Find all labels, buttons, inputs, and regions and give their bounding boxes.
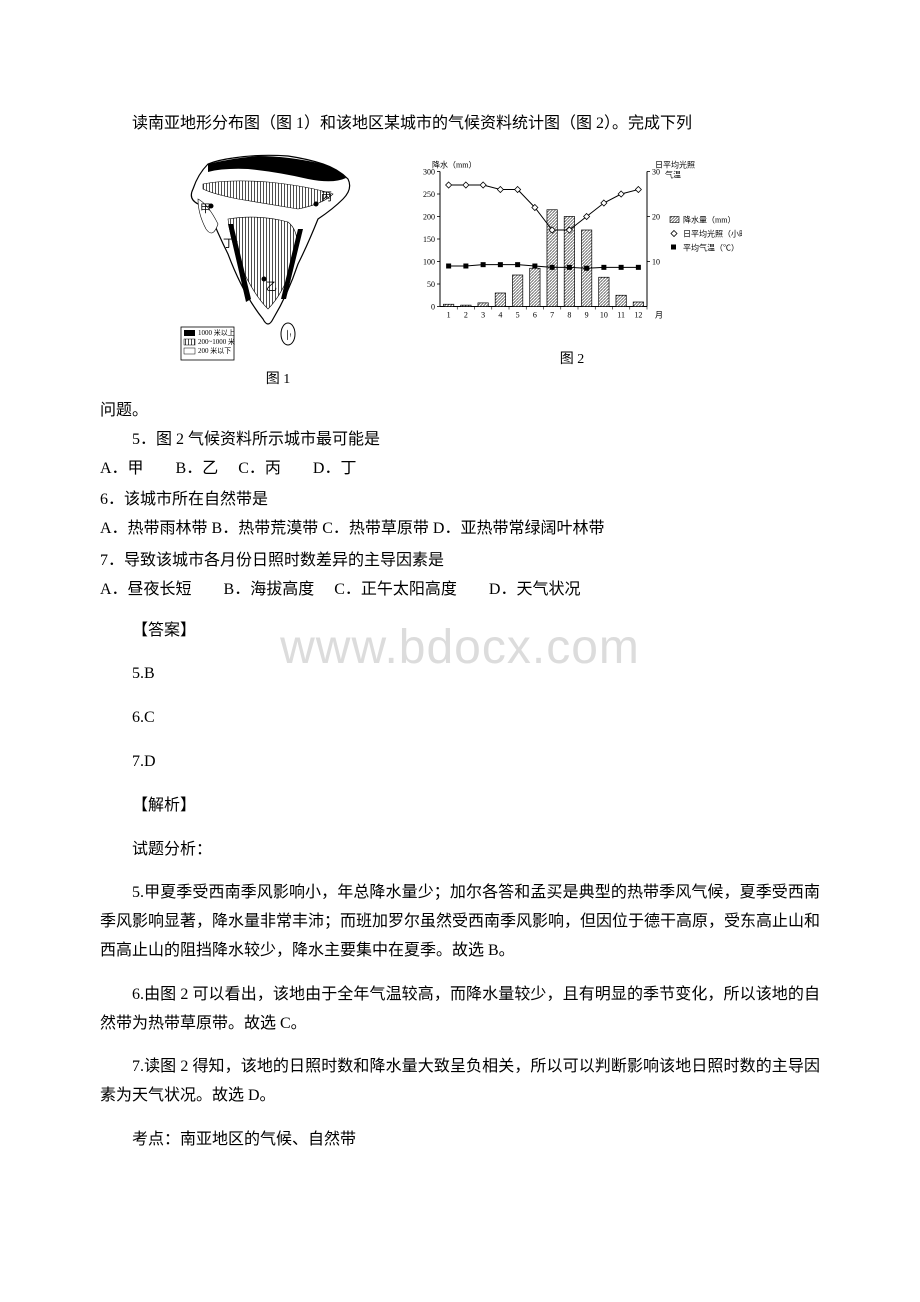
answer-7: 7.D: [100, 748, 820, 777]
svg-text:2: 2: [464, 310, 468, 319]
explanation-6: 6.由图 2 可以看出，该地由于全年气温较高，而降水量较少，且有明显的季节变化，…: [100, 981, 820, 1039]
svg-text:月: 月: [655, 310, 663, 319]
svg-text:6: 6: [533, 310, 537, 319]
figure-2-label: 图 2: [402, 347, 742, 372]
question-7: 7．导致该城市各月份日照时数差异的主导因素是 A．昼夜长短 B．海拔高度 C．正…: [100, 547, 820, 605]
svg-text:丁: 丁: [223, 238, 234, 250]
topic-line: 考点：南亚地区的气候、自然带: [100, 1126, 820, 1155]
svg-text:日平均光照: 日平均光照: [655, 159, 695, 169]
figure-1-map: 甲 丙 丁 乙 1000 米以上 200~1000 米 200 米以下: [178, 144, 378, 364]
explanation-header: 【解析】: [100, 792, 820, 821]
figure-2-chart: 050100150200250300降水（mm）102030日平均光照气温123…: [402, 149, 742, 344]
content: 读南亚地形分布图（图 1）和该地区某城市的气候资料统计图（图 2）。完成下列: [100, 110, 820, 1155]
svg-text:10: 10: [600, 310, 608, 319]
svg-text:10: 10: [652, 257, 660, 266]
svg-text:5: 5: [516, 310, 520, 319]
svg-text:甲: 甲: [200, 203, 211, 215]
intro-continuation: 问题。: [100, 397, 820, 426]
svg-text:250: 250: [423, 190, 435, 199]
svg-text:11: 11: [617, 310, 625, 319]
svg-text:7: 7: [550, 310, 554, 319]
svg-text:0: 0: [431, 302, 435, 311]
intro-paragraph: 读南亚地形分布图（图 1）和该地区某城市的气候资料统计图（图 2）。完成下列: [100, 110, 820, 139]
question-5: 5．图 2 气候资料所示城市最可能是 A．甲 B．乙 C．丙 D．丁: [100, 426, 820, 484]
svg-text:降水（mm）: 降水（mm）: [432, 159, 476, 169]
answer-6: 6.C: [100, 704, 820, 733]
explanation-7: 7.读图 2 得知，该地的日照时数和降水量大致呈负相关，所以可以判断影响该地日照…: [100, 1053, 820, 1111]
figure-2-wrapper: 050100150200250300降水（mm）102030日平均光照气温123…: [402, 149, 742, 372]
svg-text:50: 50: [427, 280, 435, 289]
question-6-options: A．热带雨林带 B．热带荒漠带 C．热带草原带 D．亚热带常绿阔叶林带: [100, 515, 820, 544]
answer-header: 【答案】: [100, 617, 820, 646]
svg-text:4: 4: [498, 310, 502, 319]
svg-text:3: 3: [481, 310, 485, 319]
svg-text:20: 20: [652, 212, 660, 221]
svg-text:平均气温（℃）: 平均气温（℃）: [683, 242, 739, 252]
svg-text:100: 100: [423, 257, 435, 266]
svg-text:日平均光照（小时）: 日平均光照（小时）: [683, 228, 742, 238]
figures-container: 甲 丙 丁 乙 1000 米以上 200~1000 米 200 米以下: [100, 144, 820, 392]
question-5-options: A．甲 B．乙 C．丙 D．丁: [100, 455, 820, 484]
svg-text:12: 12: [634, 310, 642, 319]
answer-5: 5.B: [100, 660, 820, 689]
svg-text:200 米以下: 200 米以下: [198, 346, 231, 355]
svg-text:乙: 乙: [266, 280, 277, 293]
analysis-label: 试题分析：: [100, 836, 820, 865]
question-7-options: A．昼夜长短 B．海拔高度 C．正午太阳高度 D．天气状况: [100, 576, 820, 605]
svg-text:9: 9: [585, 310, 589, 319]
answers-block: 【答案】 5.B 6.C 7.D: [100, 617, 820, 777]
svg-text:气温: 气温: [665, 169, 681, 179]
svg-text:8: 8: [567, 310, 571, 319]
svg-text:200~1000 米: 200~1000 米: [198, 337, 235, 346]
svg-text:丙: 丙: [321, 191, 332, 203]
figure-1-wrapper: 甲 丙 丁 乙 1000 米以上 200~1000 米 200 米以下: [178, 144, 378, 392]
question-5-text: 5．图 2 气候资料所示城市最可能是: [100, 426, 820, 455]
svg-text:降水量（mm）: 降水量（mm）: [683, 214, 735, 224]
explanation-5: 5.甲夏季受西南季风影响小，年总降水量少；加尔各答和孟买是典型的热带季风气候，夏…: [100, 879, 820, 965]
question-6-text: 6．该城市所在自然带是: [100, 486, 820, 515]
svg-text:1000 米以上: 1000 米以上: [198, 328, 235, 337]
svg-text:1: 1: [447, 310, 451, 319]
question-7-text: 7．导致该城市各月份日照时数差异的主导因素是: [100, 547, 820, 576]
chart-svg: 050100150200250300降水（mm）102030日平均光照气温123…: [402, 149, 742, 344]
svg-text:200: 200: [423, 212, 435, 221]
svg-text:150: 150: [423, 235, 435, 244]
figure-1-label: 图 1: [178, 367, 378, 392]
question-6: 6．该城市所在自然带是 A．热带雨林带 B．热带荒漠带 C．热带草原带 D．亚热…: [100, 486, 820, 544]
map-svg: 甲 丙 丁 乙 1000 米以上 200~1000 米 200 米以下: [178, 144, 378, 364]
